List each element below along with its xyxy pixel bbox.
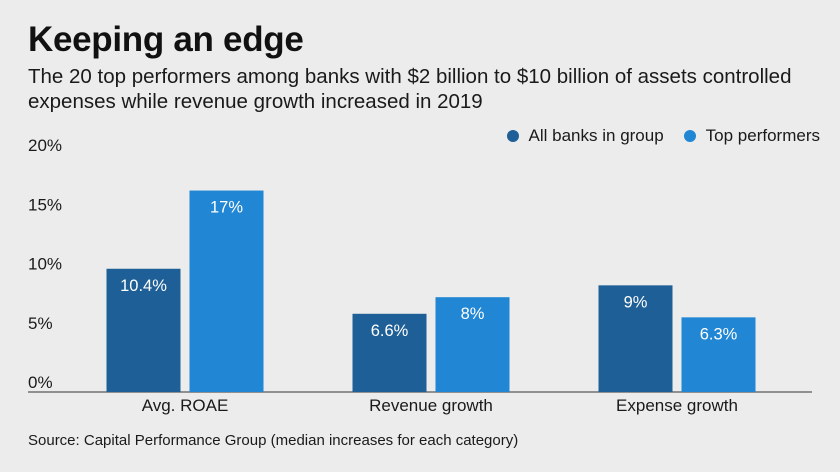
data-label: 10.4% — [120, 277, 167, 295]
data-label: 17% — [210, 199, 243, 217]
legend-label-top-performers: Top performers — [705, 126, 820, 145]
bar — [352, 313, 427, 392]
bar — [435, 297, 510, 392]
data-label: 9% — [624, 293, 648, 311]
bar — [106, 268, 181, 392]
bar — [598, 285, 673, 392]
legend-swatch-all-banks — [506, 130, 519, 142]
y-tick-label: 20% — [28, 136, 62, 155]
legend-item-top-performers: Top performers — [683, 126, 820, 146]
legend: All banks in group Top performers — [487, 126, 820, 146]
chart-title: Keeping an edge — [28, 20, 304, 59]
legend-item-all-banks: All banks in group — [506, 126, 664, 146]
chart-subtitle: The 20 top performers among banks with $… — [28, 65, 792, 113]
y-tick-label: 0% — [28, 373, 53, 392]
data-label: 6.3% — [700, 325, 738, 343]
y-tick-label: 15% — [28, 195, 62, 214]
y-tick-label: 5% — [28, 314, 53, 333]
legend-swatch-top-performers — [683, 130, 696, 142]
x-tick-label: Revenue growth — [369, 396, 493, 415]
data-label: 8% — [461, 305, 485, 323]
legend-label-all-banks: All banks in group — [528, 126, 664, 145]
x-tick-label: Avg. ROAE — [142, 396, 229, 415]
bar — [681, 317, 756, 392]
bar — [189, 190, 264, 392]
x-tick-label: Expense growth — [616, 396, 738, 415]
source-note: Source: Capital Performance Group (media… — [28, 432, 519, 449]
y-tick-label: 10% — [28, 255, 62, 274]
data-label: 6.6% — [371, 322, 409, 340]
